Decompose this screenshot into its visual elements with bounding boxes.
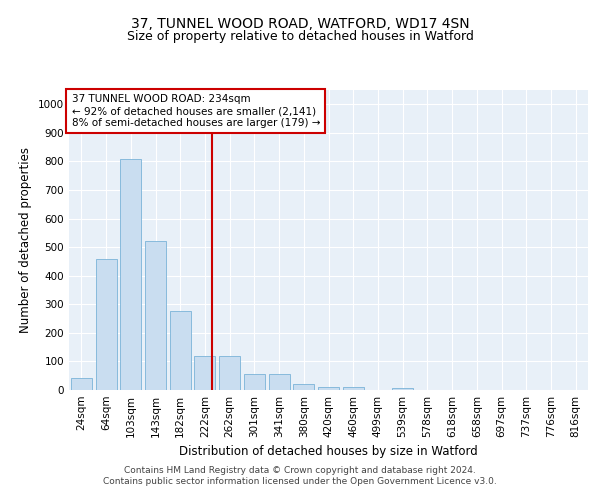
Text: Contains public sector information licensed under the Open Government Licence v3: Contains public sector information licen… [103,478,497,486]
Bar [95,258,116,390]
Bar [194,356,215,390]
Bar [392,388,413,390]
Bar [71,378,92,390]
Bar [145,242,166,390]
Text: 37 TUNNEL WOOD ROAD: 234sqm
← 92% of detached houses are smaller (2,141)
8% of s: 37 TUNNEL WOOD ROAD: 234sqm ← 92% of det… [71,94,320,128]
Text: Size of property relative to detached houses in Watford: Size of property relative to detached ho… [127,30,473,43]
Bar [170,312,191,390]
Bar [269,374,290,390]
Bar [318,387,339,390]
Bar [244,374,265,390]
X-axis label: Distribution of detached houses by size in Watford: Distribution of detached houses by size … [179,446,478,458]
Bar [120,158,141,390]
Text: 37, TUNNEL WOOD ROAD, WATFORD, WD17 4SN: 37, TUNNEL WOOD ROAD, WATFORD, WD17 4SN [131,18,469,32]
Bar [343,387,364,390]
Bar [219,356,240,390]
Text: Contains HM Land Registry data © Crown copyright and database right 2024.: Contains HM Land Registry data © Crown c… [124,466,476,475]
Bar [293,384,314,390]
Y-axis label: Number of detached properties: Number of detached properties [19,147,32,333]
